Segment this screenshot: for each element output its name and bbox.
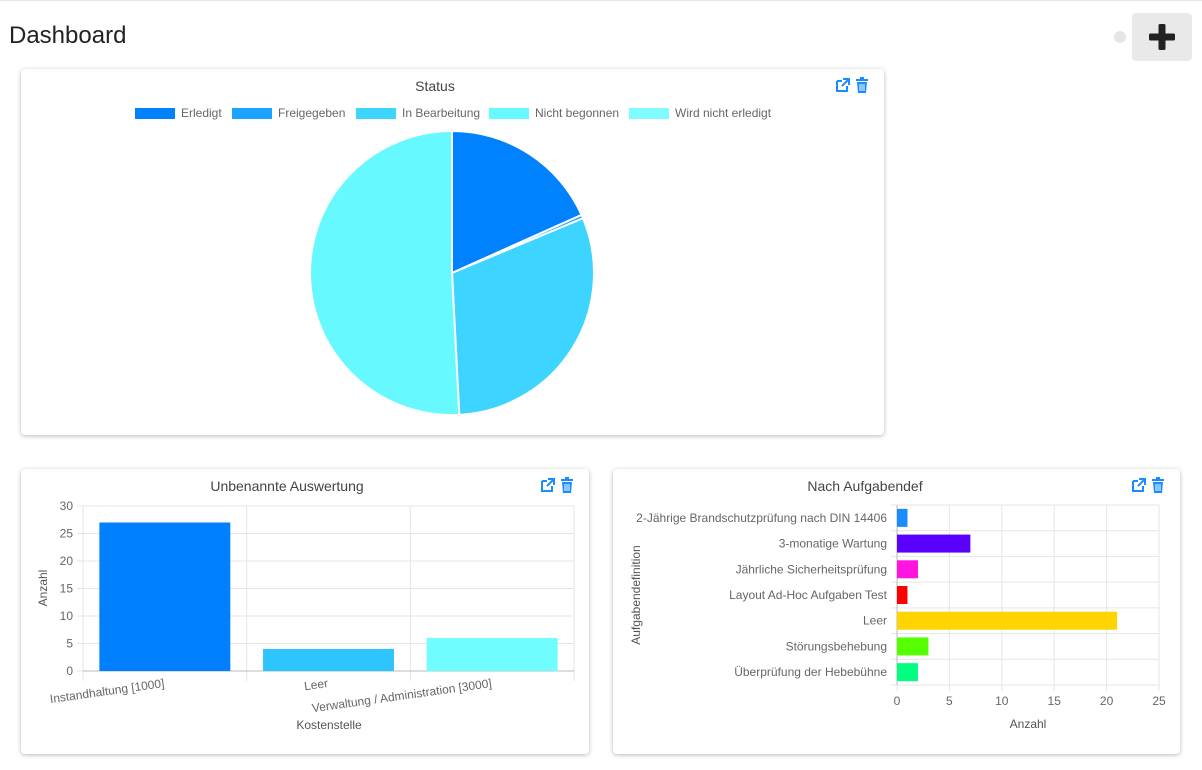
legend-swatch[interactable] xyxy=(489,108,529,119)
y-tick-label: 0 xyxy=(66,664,73,678)
external-link-icon[interactable] xyxy=(835,77,851,94)
y-tick-label: Überprüfung der Hebebühne xyxy=(734,665,887,679)
x-tick-label: 15 xyxy=(1048,694,1062,708)
external-link-icon[interactable] xyxy=(1131,477,1147,494)
chart-title: Nach Aufgabendef xyxy=(807,478,922,494)
pie-slice[interactable] xyxy=(450,216,595,416)
bar[interactable] xyxy=(426,638,558,671)
x-tick-label: Instandhaltung [1000] xyxy=(49,676,165,706)
legend-label[interactable]: In Bearbeitung xyxy=(402,106,480,120)
y-axis-label: Aufgabendefinition xyxy=(629,545,643,644)
x-tick-label: 10 xyxy=(995,694,1009,708)
y-tick-label: Störungsbehebung xyxy=(786,639,887,653)
y-tick-label: Jährliche Sicherheitsprüfung xyxy=(736,562,887,576)
y-axis-label: Anzahl xyxy=(36,570,50,607)
kostenstelle-bar-chart: Unbenannte Auswertung 0 5 10 15 20 25 30 Instan… xyxy=(36,478,575,732)
widget-actions xyxy=(540,477,575,494)
legend-label[interactable]: Nicht begonnen xyxy=(535,106,619,120)
y-tick-label: 5 xyxy=(66,637,73,651)
top-divider xyxy=(0,0,1202,1)
y-tick-label: 30 xyxy=(60,499,74,513)
bar[interactable] xyxy=(897,586,908,604)
y-tick-label: Leer xyxy=(863,614,887,628)
y-tick-label: 3-monatige Wartung xyxy=(779,537,887,551)
bar[interactable] xyxy=(897,560,918,579)
legend-swatch[interactable] xyxy=(232,108,272,119)
x-tick-label: 25 xyxy=(1152,694,1166,708)
legend-swatch[interactable] xyxy=(356,108,396,119)
chart-title: Status xyxy=(415,78,455,94)
y-tick-label: Layout Ad-Hoc Aufgaben Test xyxy=(729,588,888,602)
x-tick-label: 0 xyxy=(894,694,901,708)
aufgabendef-bar-chart: Nach Aufgabendef 0 5 10 15 20 25 2-Jährige Bra… xyxy=(629,478,1166,731)
pie-slice[interactable] xyxy=(451,129,583,275)
y-tick-label: 20 xyxy=(60,554,74,568)
x-axis-label: Kostenstelle xyxy=(296,718,362,732)
plus-icon xyxy=(1149,24,1175,50)
trash-icon[interactable] xyxy=(559,477,575,494)
y-tick-label: 2-Jährige Brandschutzprüfung nach DIN 14… xyxy=(636,511,887,525)
trash-icon[interactable] xyxy=(1150,477,1166,494)
status-dot-icon xyxy=(1114,31,1126,43)
kostenstelle-widget: Unbenannte Auswertung 0 5 10 15 20 25 30 Instan… xyxy=(21,469,589,754)
x-tick-label: Leer xyxy=(303,676,329,693)
bar[interactable] xyxy=(897,663,918,682)
pie-slice[interactable] xyxy=(309,129,461,416)
bar[interactable] xyxy=(263,649,394,671)
external-link-icon[interactable] xyxy=(540,477,556,494)
aufgabendef-widget: Nach Aufgabendef 0 5 10 15 20 25 2-Jährige Bra… xyxy=(613,469,1180,754)
legend-swatch[interactable] xyxy=(135,108,175,119)
status-widget: Status Erledigt Freigegeben In Bearbeitung… xyxy=(21,69,884,435)
x-tick-label: Verwaltung / Administration [3000] xyxy=(311,676,493,715)
chart-title: Unbenannte Auswertung xyxy=(210,478,363,494)
legend-swatch[interactable] xyxy=(629,108,669,119)
trash-icon[interactable] xyxy=(854,77,870,94)
x-tick-label: 20 xyxy=(1100,694,1114,708)
bar[interactable] xyxy=(99,522,231,672)
x-tick-label: 5 xyxy=(946,694,953,708)
legend-label[interactable]: Wird nicht erledigt xyxy=(675,106,772,120)
bar[interactable] xyxy=(897,508,908,527)
page-title: Dashboard xyxy=(9,22,127,49)
bar[interactable] xyxy=(897,611,1118,630)
status-pie-chart: Status Erledigt Freigegeben In Bearbeitung… xyxy=(135,78,772,416)
y-tick-label: 10 xyxy=(60,609,74,623)
widget-actions xyxy=(1131,477,1166,494)
bar[interactable] xyxy=(897,534,971,553)
add-widget-button[interactable] xyxy=(1132,13,1192,61)
y-tick-label: 25 xyxy=(60,527,74,541)
x-axis-label: Anzahl xyxy=(1010,717,1047,731)
widget-actions xyxy=(835,77,870,94)
legend-label[interactable]: Erledigt xyxy=(181,106,222,120)
legend-label[interactable]: Freigegeben xyxy=(278,106,345,120)
y-tick-label: 15 xyxy=(60,582,74,596)
bar[interactable] xyxy=(897,637,929,656)
